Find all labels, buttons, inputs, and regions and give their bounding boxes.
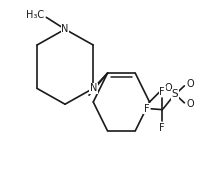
Text: F: F: [144, 104, 149, 114]
Text: F: F: [159, 87, 165, 97]
Text: O: O: [187, 99, 195, 109]
Text: O: O: [187, 80, 195, 89]
Text: N: N: [61, 24, 69, 34]
Text: S: S: [172, 89, 178, 99]
Text: O: O: [165, 83, 172, 93]
Text: F: F: [159, 123, 165, 133]
Text: N: N: [89, 83, 97, 93]
Text: H₃C: H₃C: [26, 10, 44, 20]
